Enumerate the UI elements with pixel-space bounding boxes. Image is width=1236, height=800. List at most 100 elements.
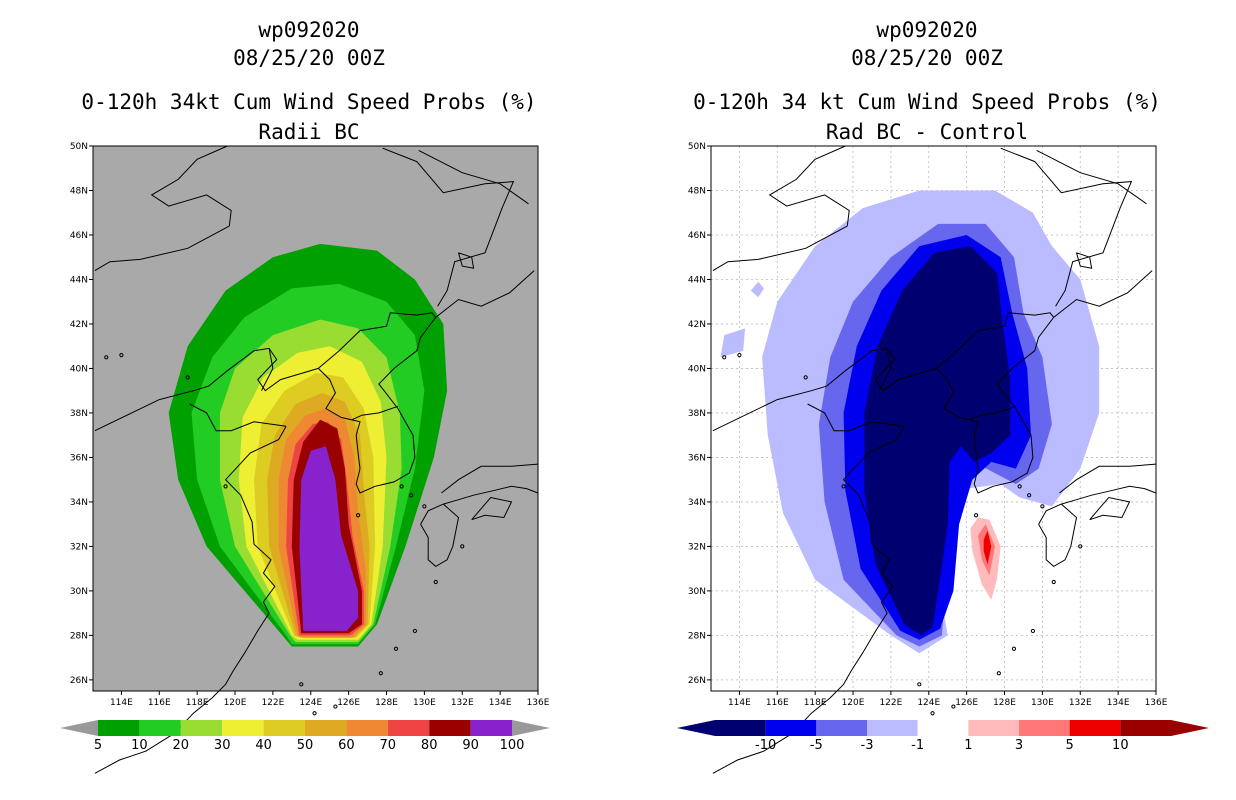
colorbar-swatch [715,720,766,736]
storm-id-title: wp092020 [258,18,360,42]
colorbar-label: 70 [380,738,397,753]
plot-frame-top [710,145,1157,692]
product-title: 0-120h 34kt Cum Wind Speed Probs (%) [81,90,537,114]
difference-colorbar: -10 -5 -3 -1 1 3 5 10 [677,720,1209,753]
island [104,355,109,360]
left-panel: wp092020 08/25/20 00Z 0-120h 34kt Cum Wi… [60,18,550,774]
colorbar-swatch [387,720,430,736]
coastline [420,503,460,568]
island [312,711,317,716]
x-tick-label: 114E [728,698,751,708]
island [1030,628,1036,634]
y-tick-label: 28N [688,631,706,641]
y-tick-label: 36N [70,453,88,463]
island [1011,646,1017,651]
probability-contours [168,243,448,647]
y-tick-label: 38N [688,409,706,419]
coastline [1038,503,1078,568]
coastlines [94,145,539,774]
colorbar-arrow-left [60,720,98,736]
colorbar-swatch [1120,720,1171,736]
colorbar-swatch [816,720,867,736]
x-tick-label: 132E [451,698,474,708]
island [917,682,922,687]
x-tick-label: 116E [148,698,171,708]
x-tick-label: 114E [110,698,133,708]
coastline [992,270,1153,487]
coastline [768,145,850,227]
date-title: 08/25/20 00Z [851,46,1003,70]
colorbar-swatch [305,720,347,736]
y-tick-label: 38N [70,409,88,419]
island [185,375,190,380]
colorbar-arrow-right [512,720,550,736]
y-tick-label: 32N [688,542,706,552]
y-tick-label: 44N [70,275,88,285]
x-tick-label: 122E [261,698,284,708]
x-tick-label: 130E [1031,698,1054,708]
y-tick-label: 40N [688,364,706,374]
x-tick-label: 126E [955,698,978,708]
colorbar-label: -5 [810,738,823,753]
coastline [1089,496,1131,521]
colorbar-label: 5 [1066,738,1074,753]
colorbar-label: 3 [1015,738,1023,753]
colorbar-label: 40 [255,738,272,753]
colorbar-arrow-left [677,720,715,736]
x-tick-label: 118E [186,698,209,708]
island [399,484,404,489]
island [841,484,846,489]
coastline [712,225,848,272]
island [460,544,465,549]
y-tick-label: 40N [70,364,88,374]
y-tick-label: 30N [688,587,706,597]
colorbar-swatch [1069,720,1121,736]
x-tick-label: 116E [766,698,789,708]
island [412,628,418,634]
island [1027,493,1032,498]
colorbar-swatch [263,720,305,736]
colorbar-swatch [98,720,140,736]
x-tick-label: 136E [1145,698,1168,708]
coastline [382,147,515,307]
x-tick-label: 126E [337,698,360,708]
x-tick-label: 128E [375,698,398,708]
coastline [1076,252,1093,269]
island [1040,504,1045,509]
coastline [94,225,230,272]
y-tick-label: 32N [70,542,88,552]
right-panel: wp092020 08/25/20 00Z 0-120h 34 kt Cum W… [618,0,1236,800]
product-title: 0-120h 34 kt Cum Wind Speed Probs (%) [693,90,1161,114]
y-tick-label: 26N [688,676,706,686]
y-tick-label: 50N [688,142,706,152]
y-tick-label: 26N [70,676,88,686]
coastline [935,368,994,494]
island [1017,484,1022,489]
colorbar-swatch [867,720,918,736]
coastline [712,347,937,432]
colorbar-label: 20 [173,738,190,753]
colorbar-swatch [180,720,223,736]
probability-colorbar: 5 10 20 30 40 50 60 70 80 90 100 [60,720,550,753]
colorbar-swatch [346,720,388,736]
y-tick-label: 42N [688,320,706,330]
colorbar-label: 30 [214,738,231,753]
panel-subtitle: Rad BC - Control [825,120,1029,144]
colorbar-swatch [222,720,264,736]
difference-contours [720,190,1100,654]
coastline [970,405,1017,421]
coastline [374,270,535,487]
y-tick-label: 48N [688,186,706,196]
x-tick-label: 128E [993,698,1016,708]
colorbar-label: 90 [462,738,479,753]
island [974,513,979,518]
coastline [807,403,905,432]
x-tick-label: 134E [1107,698,1130,708]
coastline [352,405,399,421]
y-tick-label: 30N [70,587,88,597]
plot-frame [92,145,539,692]
coastline [1036,149,1147,205]
colorbar-label: 10 [1112,738,1129,753]
coastline [443,485,539,505]
coastline [935,312,1055,369]
